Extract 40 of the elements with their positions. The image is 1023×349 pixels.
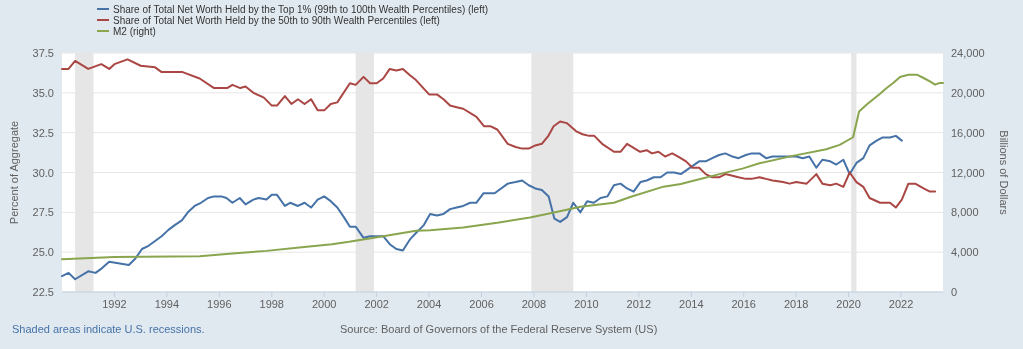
x-tick-label: 2018 [783,298,809,310]
x-tick-label: 2000 [311,298,337,310]
y2-tick-label: 0 [951,286,958,298]
y2-tick-label: 20,000 [951,86,985,99]
y2-tick-label: 16,000 [951,126,985,139]
line-series [61,134,903,281]
line-series [61,58,937,209]
y-tick-label: 22.5 [32,286,54,298]
legend-label: M2 (right) [113,26,156,37]
y2-axis-title: Billions of Dollars [998,130,1010,216]
y2-tick-label: 12,000 [951,166,985,179]
y2-tick-label: 4,000 [951,246,979,259]
x-tick-label: 2012 [626,298,652,310]
x-tick-label: 2016 [731,298,756,310]
y-tick-label: 35.0 [32,86,54,99]
y-tick-label: 32.5 [32,126,54,139]
x-tick-label: 2002 [364,298,389,310]
x-tick-label: 2014 [679,298,704,310]
line-series [61,73,944,261]
y-tick-label: 27.5 [32,206,54,219]
x-tick-label: 2022 [888,298,914,310]
x-tick-label: 2010 [574,298,599,310]
y-tick-label: 30.0 [32,166,54,179]
x-tick-label: 1996 [207,298,232,310]
source-note: Source: Board of Governors of the Federal Reserve System (US) [340,323,658,335]
x-tick-label: 2006 [469,298,494,310]
x-tick-label: 1992 [102,298,127,310]
text: Shaded areas indicate U.S. recessions. [12,323,205,335]
y-tick-label: 37.5 [32,47,54,59]
x-tick-label: 2008 [521,298,547,310]
x-tick-label: 1994 [154,298,180,310]
legend-label: Share of Total Net Worth Held by the Top 1% (99th to 100th Wealth Percentiles) (left) [113,4,489,15]
x-tick-label: 2004 [416,298,442,310]
x-tick-label: 1998 [259,298,284,310]
x-tick-label: 2020 [836,298,861,310]
y2-tick-label: 24,000 [951,47,985,59]
y-axis-title: Percent of Aggregate [8,120,20,225]
legend-label: Share of Total Net Worth Held by the 50th to 90th Wealth Percentiles (left) [113,15,440,26]
y2-tick-label: 8,000 [951,206,979,219]
y-tick-label: 25.0 [32,246,54,259]
